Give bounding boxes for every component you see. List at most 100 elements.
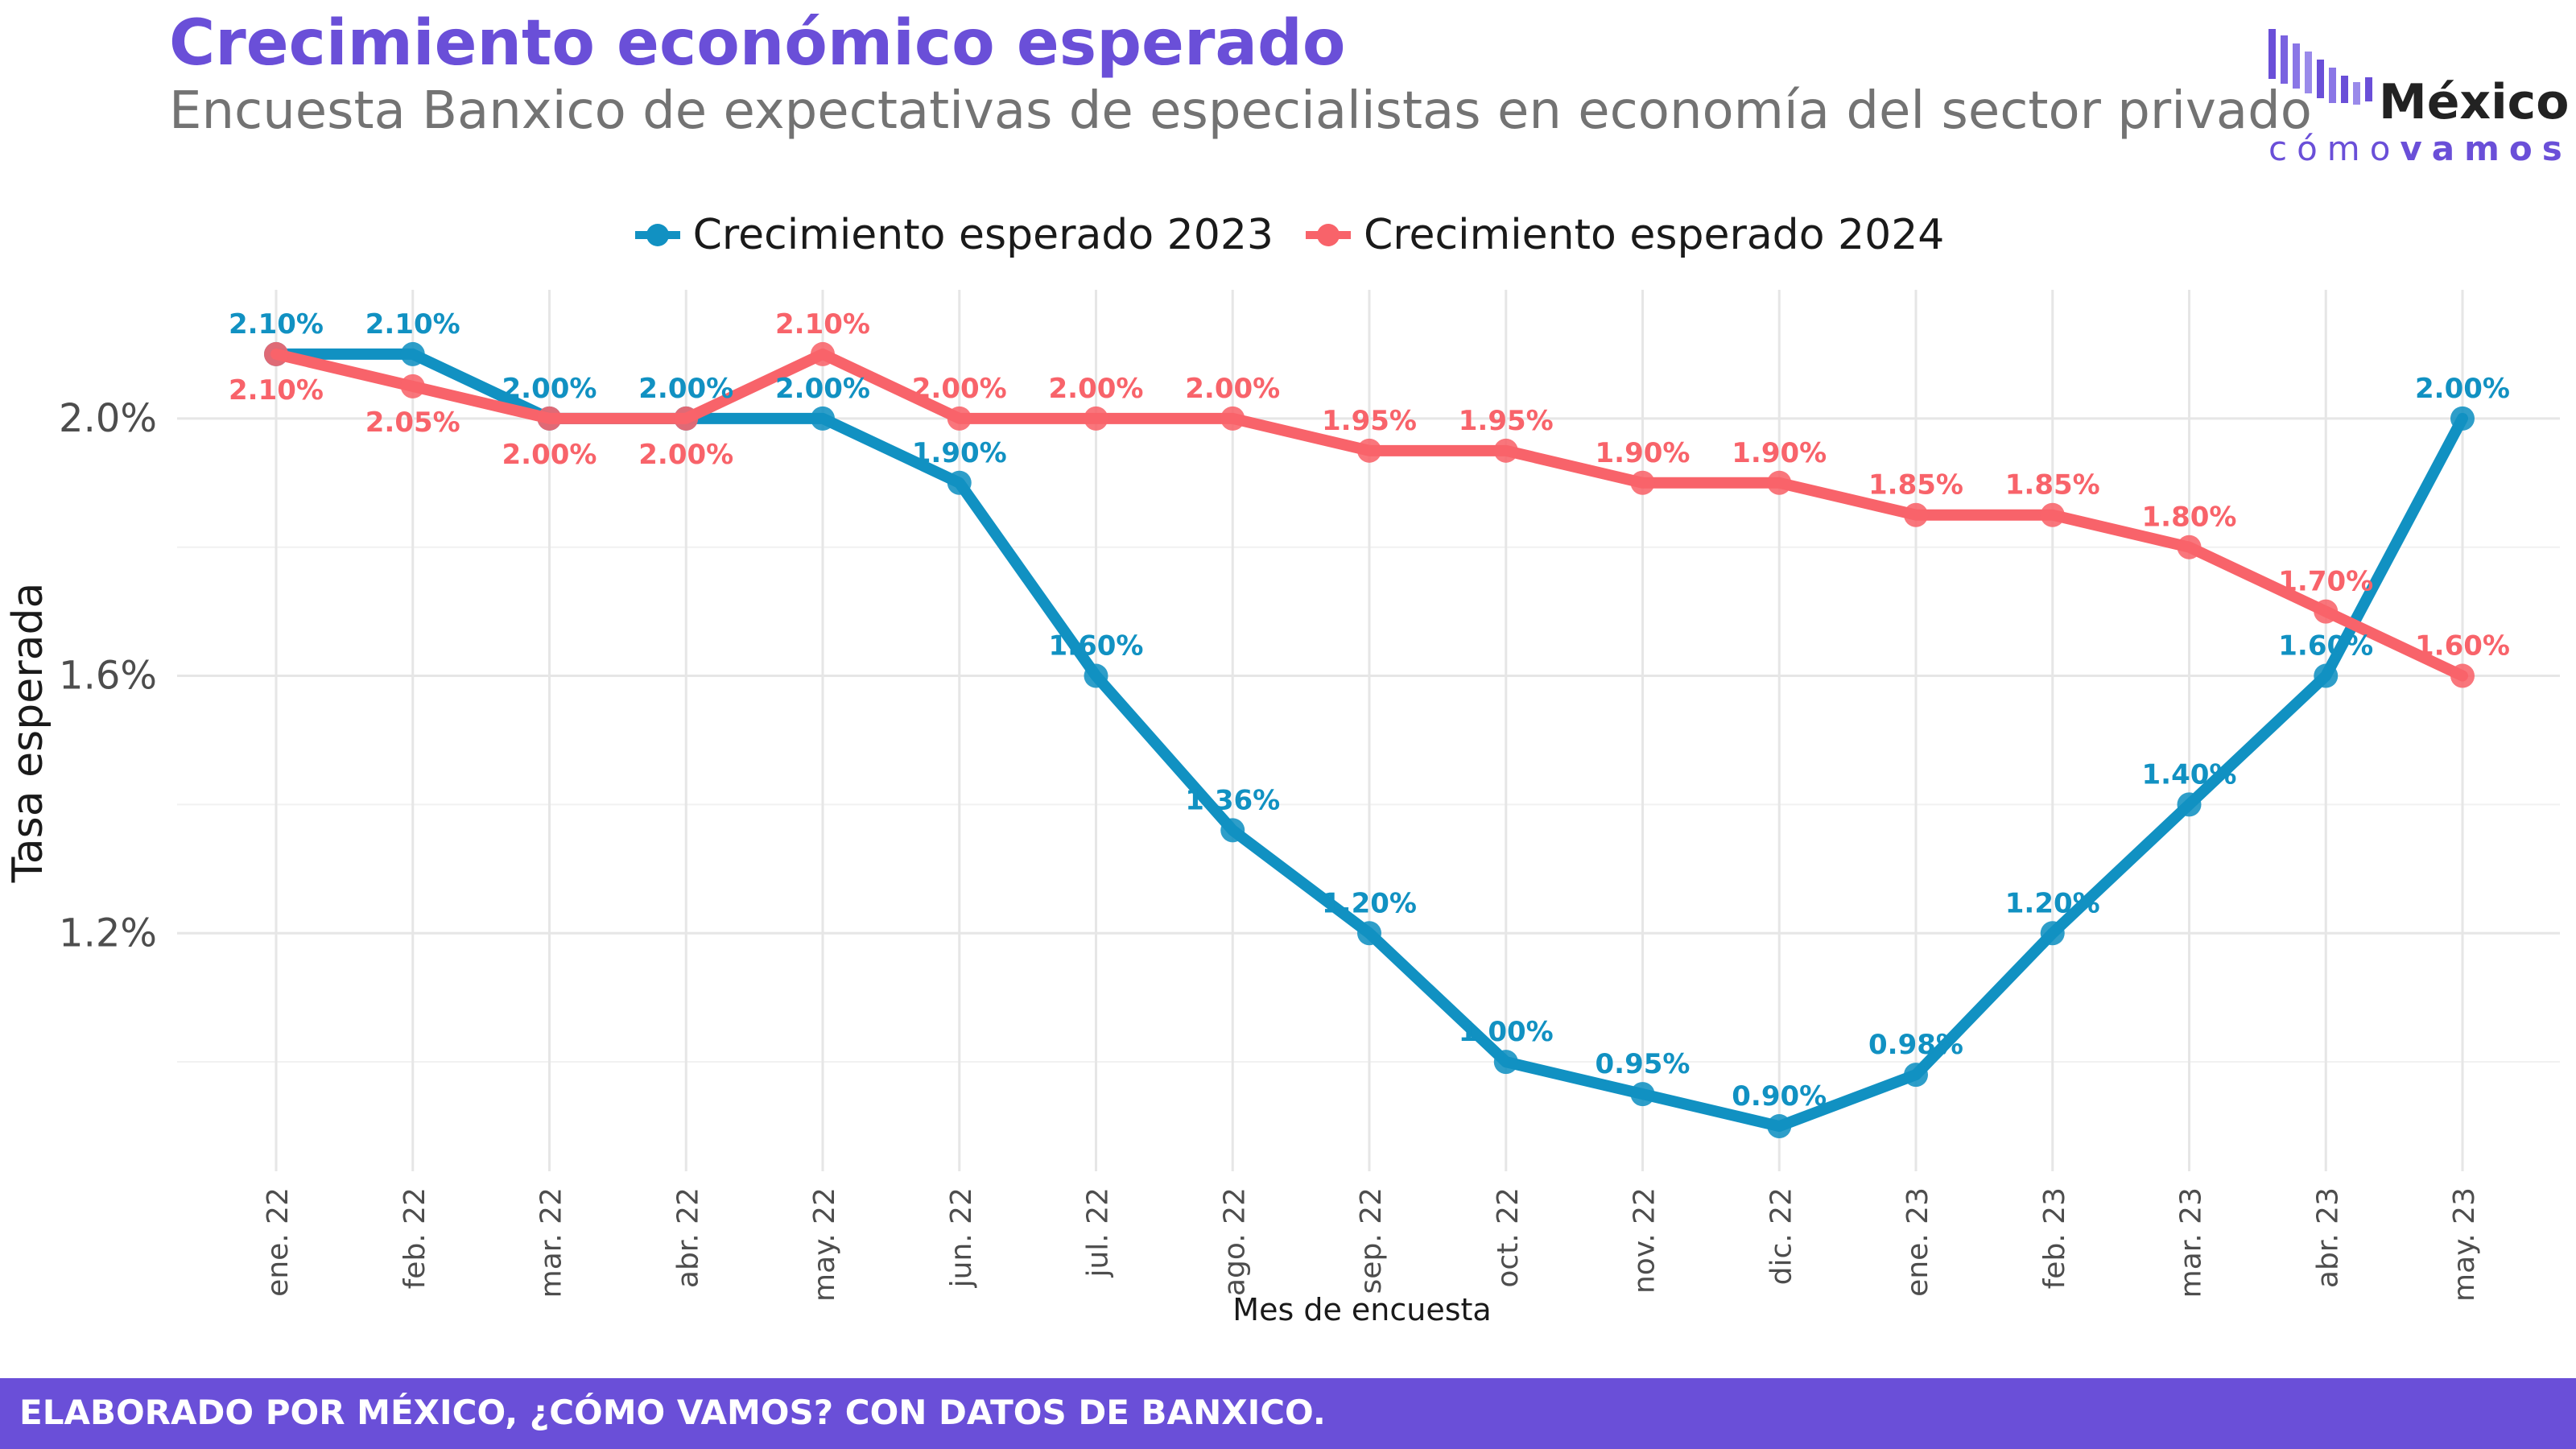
x-tick-label: nov. 22 xyxy=(1629,1187,1662,1294)
data-point-1 xyxy=(2177,535,2202,559)
data-point-0 xyxy=(1904,1063,1928,1088)
x-tick-label: jun. 22 xyxy=(945,1187,978,1288)
data-point-1 xyxy=(1904,502,1928,527)
x-tick-label: abr. 23 xyxy=(2311,1187,2344,1288)
x-tick-label: feb. 23 xyxy=(2038,1187,2071,1289)
data-label-0: 0.90% xyxy=(1732,1080,1827,1113)
data-label-0: 1.20% xyxy=(1322,887,1417,919)
data-point-0 xyxy=(2314,663,2339,688)
x-tick-label: may. 22 xyxy=(808,1187,841,1302)
x-tick-label: sep. 22 xyxy=(1355,1187,1388,1294)
data-label-1: 1.85% xyxy=(2005,469,2100,502)
data-label-0: 1.60% xyxy=(2278,630,2373,663)
data-point-0 xyxy=(2177,792,2202,817)
x-tick-label: ago. 22 xyxy=(1218,1187,1251,1296)
data-label-0: 1.00% xyxy=(1459,1016,1554,1048)
data-point-0 xyxy=(400,341,425,366)
data-label-0: 1.90% xyxy=(912,437,1007,469)
data-point-1 xyxy=(1357,438,1381,463)
data-point-1 xyxy=(2314,599,2339,624)
data-label-1: 2.00% xyxy=(502,439,597,471)
data-point-1 xyxy=(400,374,425,398)
data-point-0 xyxy=(1220,818,1245,843)
legend-label-2023: Crecimiento esperado 2023 xyxy=(692,211,1274,259)
data-point-1 xyxy=(1767,470,1792,495)
data-point-1 xyxy=(1493,438,1518,463)
data-label-0: 0.98% xyxy=(1868,1029,1963,1061)
data-point-0 xyxy=(947,470,972,495)
data-label-1: 2.00% xyxy=(638,439,733,471)
chart-legend: Crecimiento esperado 2023 Crecimiento es… xyxy=(0,211,2576,259)
data-point-0 xyxy=(1630,1082,1655,1107)
x-tick-label: mar. 23 xyxy=(2175,1187,2208,1298)
footer-bar: ELABORADO POR MÉXICO, ¿CÓMO VAMOS? CON D… xyxy=(0,1378,2576,1449)
data-label-0: 1.60% xyxy=(1049,630,1144,663)
data-label-1: 1.70% xyxy=(2278,566,2373,598)
legend-item-2023: Crecimiento esperado 2023 xyxy=(632,211,1274,259)
data-label-1: 2.05% xyxy=(365,407,460,439)
y-tick-label: 2.0% xyxy=(59,396,157,441)
x-tick-label: feb. 22 xyxy=(398,1187,431,1289)
x-tick-label: may. 23 xyxy=(2448,1187,2481,1302)
y-tick-label: 1.6% xyxy=(59,654,157,699)
data-label-0: 2.10% xyxy=(229,308,324,341)
logo-tagline-light: cómo xyxy=(2268,129,2401,168)
data-label-1: 2.00% xyxy=(1049,373,1144,405)
chart-subtitle: Encuesta Banxico de expectativas de espe… xyxy=(169,81,2312,141)
data-label-1: 2.00% xyxy=(912,373,1007,405)
data-point-0 xyxy=(1084,663,1108,688)
data-point-1 xyxy=(2040,502,2065,527)
logo-tagline-bold: vamos xyxy=(2400,129,2572,168)
data-point-0 xyxy=(1493,1050,1518,1075)
x-tick-label: ene. 23 xyxy=(1901,1187,1934,1297)
data-point-0 xyxy=(811,406,835,431)
data-label-0: 2.00% xyxy=(775,373,870,405)
x-tick-label: mar. 22 xyxy=(535,1187,568,1298)
data-label-1: 1.80% xyxy=(2142,502,2237,534)
legend-item-2024: Crecimiento esperado 2024 xyxy=(1302,211,1944,259)
data-label-0: 1.20% xyxy=(2005,887,2100,919)
chart-title: Crecimiento económico esperado xyxy=(169,7,1346,80)
x-tick-label: ene. 22 xyxy=(262,1187,295,1297)
data-point-1 xyxy=(1630,470,1655,495)
data-label-1: 1.90% xyxy=(1596,437,1690,469)
data-label-1: 2.10% xyxy=(229,374,324,407)
data-point-1 xyxy=(537,406,562,431)
data-label-1: 1.95% xyxy=(1322,405,1417,437)
data-point-1 xyxy=(2450,663,2475,688)
brand-logo: México cómovamos xyxy=(2262,24,2569,169)
data-label-0: 2.10% xyxy=(365,308,460,341)
x-tick-label: dic. 22 xyxy=(1765,1187,1798,1285)
data-label-0: 2.00% xyxy=(638,373,733,405)
data-point-0 xyxy=(1767,1114,1792,1139)
logo-mexico: México xyxy=(2379,74,2570,130)
data-label-0: 2.00% xyxy=(502,373,597,405)
data-point-0 xyxy=(2450,406,2475,431)
data-label-1: 1.90% xyxy=(1732,437,1827,469)
logo-bars-icon xyxy=(2268,29,2372,105)
data-label-0: 1.40% xyxy=(2142,758,2237,791)
data-label-1: 1.95% xyxy=(1459,405,1554,437)
y-axis-title: Tasa esperada xyxy=(4,583,52,884)
data-point-1 xyxy=(1084,406,1108,431)
data-point-1 xyxy=(811,341,835,366)
legend-marker-2023-icon xyxy=(634,224,680,246)
data-point-0 xyxy=(2040,921,2065,946)
data-point-1 xyxy=(1220,406,1245,431)
legend-marker-2024-icon xyxy=(1306,224,1351,246)
data-label-1: 2.00% xyxy=(1185,373,1280,405)
y-tick-label: 1.2% xyxy=(59,910,157,956)
data-label-1: 1.60% xyxy=(2415,630,2510,663)
data-point-1 xyxy=(947,406,972,431)
footer-credit: ELABORADO POR MÉXICO, ¿CÓMO VAMOS? CON D… xyxy=(19,1393,1326,1432)
x-tick-label: jul. 22 xyxy=(1082,1187,1115,1278)
data-label-1: 1.85% xyxy=(1868,469,1963,502)
data-label-0: 2.00% xyxy=(2415,373,2510,405)
data-label-0: 1.36% xyxy=(1185,784,1280,816)
data-point-0 xyxy=(1357,921,1381,946)
x-tick-label: oct. 22 xyxy=(1492,1187,1525,1288)
x-tick-label: abr. 22 xyxy=(671,1187,704,1288)
data-label-1: 2.10% xyxy=(775,308,870,341)
logo-tagline: cómovamos xyxy=(2268,129,2572,169)
